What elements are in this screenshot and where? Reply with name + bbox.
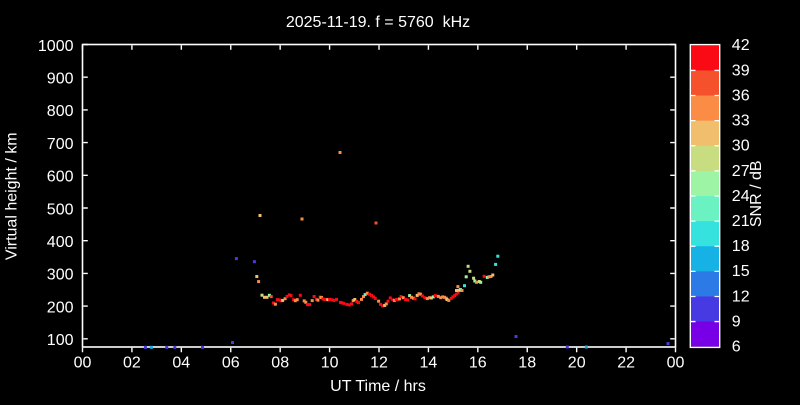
svg-text:1000: 1000 [38,38,74,55]
svg-text:12: 12 [370,355,388,372]
svg-text:500: 500 [47,201,74,218]
svg-text:14: 14 [420,355,438,372]
svg-text:02: 02 [123,355,141,372]
svg-text:6: 6 [732,339,741,356]
svg-text:200: 200 [47,299,74,316]
svg-text:100: 100 [47,332,74,349]
svg-text:04: 04 [172,355,190,372]
svg-text:24: 24 [732,188,750,205]
svg-text:16: 16 [469,355,487,372]
svg-text:Virtual height / km: Virtual height / km [4,132,21,260]
svg-text:06: 06 [222,355,240,372]
svg-text:30: 30 [732,138,750,155]
svg-text:12: 12 [732,288,750,305]
svg-text:33: 33 [732,113,750,130]
svg-text:20: 20 [568,355,586,372]
svg-text:15: 15 [732,263,750,280]
svg-text:39: 39 [732,62,750,79]
svg-text:18: 18 [518,355,536,372]
svg-text:900: 900 [47,71,74,88]
svg-text:18: 18 [732,238,750,255]
svg-text:00: 00 [74,355,92,372]
svg-text:36: 36 [732,87,750,104]
svg-text:27: 27 [732,163,750,180]
svg-text:9: 9 [732,314,741,331]
svg-text:08: 08 [271,355,289,372]
svg-text:42: 42 [732,37,750,54]
svg-text:400: 400 [47,234,74,251]
svg-text:300: 300 [47,267,74,284]
svg-text:00: 00 [667,355,685,372]
svg-text:600: 600 [47,169,74,186]
svg-text:22: 22 [617,355,635,372]
svg-text:21: 21 [732,213,750,230]
svg-text:10: 10 [321,355,339,372]
svg-text:700: 700 [47,136,74,153]
svg-text:800: 800 [47,103,74,120]
svg-text:UT Time / hrs: UT Time / hrs [330,378,426,395]
svg-text:2025-11-19. f = 5760 kHz: 2025-11-19. f = 5760 kHz [286,14,470,31]
svg-text:SNR / dB: SNR / dB [748,160,765,227]
